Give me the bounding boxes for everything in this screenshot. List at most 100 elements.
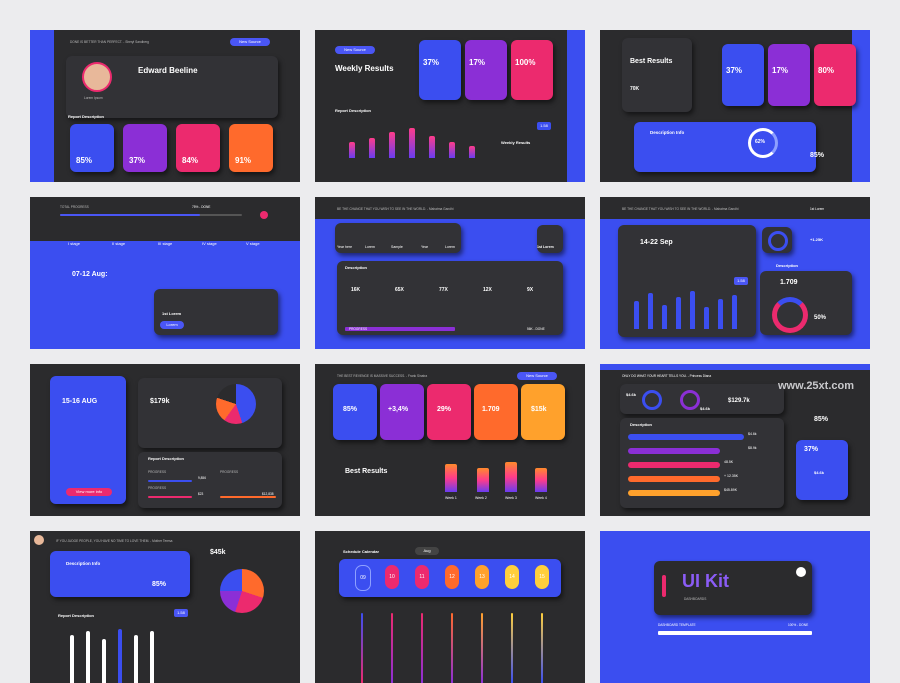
best-title: Best Results: [630, 58, 673, 65]
tile-3-value: 80%: [818, 66, 835, 75]
desc-val-1: $4.6k: [748, 432, 757, 436]
icon-label-1: Year here: [337, 245, 353, 249]
timeline-bar: [451, 613, 453, 683]
slide-band: [600, 364, 870, 370]
tile-1-value: 85%: [343, 406, 358, 413]
day-3[interactable]: 11: [415, 565, 429, 589]
tile-5-value: $15k: [531, 406, 547, 413]
tile-4: 1.709: [474, 384, 518, 440]
chart-bar: [505, 462, 517, 492]
new-source-button[interactable]: New Source: [230, 38, 270, 46]
chart-bar: [732, 295, 737, 329]
desc-bar-4: [628, 476, 720, 482]
description-card: [50, 551, 190, 597]
stat-b: $4.6k: [700, 406, 711, 411]
progress-label: DASHBOARD TEMPLATE: [658, 623, 696, 627]
lorem-label: 1st Lorem: [162, 311, 182, 316]
day-2[interactable]: 10: [385, 565, 399, 589]
stage-3: III stage: [158, 241, 173, 246]
day-7[interactable]: 15: [535, 565, 549, 589]
best-value: 70K: [630, 86, 640, 92]
lorem-button[interactable]: Lorem: [160, 321, 184, 329]
view-more-button[interactable]: View more info: [66, 488, 112, 496]
tile-1-value: 37%: [726, 66, 743, 75]
progress-bar: [658, 631, 812, 635]
chart-bar: [86, 631, 90, 683]
pie-card: [138, 378, 282, 448]
week-3: Week 3: [505, 496, 517, 500]
desc-val-5: $45.89K: [724, 488, 738, 492]
report-title: Report Description: [68, 114, 105, 119]
slide-sidebar: [852, 531, 870, 683]
month-select[interactable]: Aug: [415, 547, 439, 555]
stat-a: $4.6k: [626, 392, 637, 397]
day-5[interactable]: 13: [475, 565, 489, 589]
tile-3: 84%: [176, 124, 220, 172]
slide-best-results-2: THE BEST REVENGE IS MASSIVE SUCCESS. - F…: [315, 364, 585, 516]
kit-title: UI Kit: [682, 571, 729, 591]
tile-2: 17%: [465, 40, 507, 100]
chart-bar: [662, 305, 667, 329]
stage-5: V stage: [246, 241, 260, 246]
chart-bar: [449, 142, 455, 158]
pct-value: 85%: [810, 152, 825, 159]
date-title: 15-16 AUG: [62, 398, 98, 405]
quote-text: IF YOU JUDGE PEOPLE, YOU HAVE NO TIME TO…: [56, 539, 173, 543]
lorem-card: [537, 225, 563, 253]
desc-title: Description: [776, 263, 799, 268]
big-value: $129.7k: [728, 398, 750, 404]
slide-weekly-results: New Source Weekly Results Report Descrip…: [315, 30, 585, 182]
value-button[interactable]: 1.58: [734, 277, 748, 285]
report-title: Report Description: [58, 613, 95, 618]
week-1: Week 1: [445, 496, 457, 500]
day-1[interactable]: 09: [355, 565, 371, 591]
desc-bar-5: [628, 490, 720, 496]
slide-icons: BE THE CHANGE THAT YOU WISH TO SEE IN TH…: [315, 197, 585, 349]
day-4[interactable]: 12: [445, 565, 459, 589]
desc-title: Description: [345, 265, 368, 270]
small-value: $4.6k: [814, 470, 825, 475]
value-button[interactable]: 1.58: [537, 122, 551, 130]
quote-text: BE THE CHANGE THAT YOU WISH TO SEE IN TH…: [622, 207, 739, 211]
weekly-title: Weekly Results: [335, 64, 394, 73]
value-button[interactable]: 1.58: [174, 609, 188, 617]
ring-value: 62%: [755, 139, 766, 145]
tile-1: 37%: [419, 40, 461, 100]
slide-description: ONLY DO WHAT YOUR HEART TELLS YOU. - Pri…: [600, 364, 870, 516]
best-title: Best Results: [345, 468, 388, 475]
stat-5: 9X: [527, 287, 534, 293]
desc-bar-2: [628, 448, 720, 454]
desc-val-4: + 12.35K: [724, 474, 739, 478]
slide-sep-chart: BE THE CHANGE THAT YOU WISH TO SEE IN TH…: [600, 197, 870, 349]
chart-bar: [134, 635, 138, 683]
tile-1: 85%: [333, 384, 377, 440]
slide-best-results: Best Results 70K 37% 17% 80% Description…: [600, 30, 870, 182]
progress-done: 75% - DONE: [192, 205, 211, 209]
donut-ring: [772, 297, 808, 333]
slide-sidebar: [567, 30, 585, 182]
title-accent: [662, 575, 666, 597]
chart-bar: [369, 138, 375, 158]
week-2: Week 2: [475, 496, 487, 500]
row-3-bar: [220, 496, 276, 498]
progress-done: 56K - DONE: [527, 327, 545, 331]
quote-text: THE BEST REVENGE IS MASSIVE SUCCESS. - F…: [337, 374, 428, 378]
report-title: Report Description: [148, 456, 185, 461]
results-card: [622, 38, 692, 112]
chart-bar: [477, 468, 489, 492]
day-6[interactable]: 14: [505, 565, 519, 589]
slide-sidebar: [852, 30, 870, 182]
desc-val-3: 48.5K: [724, 460, 734, 464]
icons-card: [335, 223, 461, 253]
watermark: www.25xt.com: [778, 380, 855, 392]
logo-badge: [796, 567, 806, 577]
progress-ring: [748, 128, 778, 158]
pct2-value: 37%: [804, 446, 819, 453]
timeline-bar: [511, 613, 513, 683]
new-source-button[interactable]: New Source: [517, 372, 557, 380]
calendar-card: [50, 376, 126, 504]
tile-1-value: 85%: [76, 156, 93, 165]
chart-bar: [690, 291, 695, 329]
new-source-button[interactable]: New Source: [335, 46, 375, 54]
tile-3: 80%: [814, 44, 856, 106]
